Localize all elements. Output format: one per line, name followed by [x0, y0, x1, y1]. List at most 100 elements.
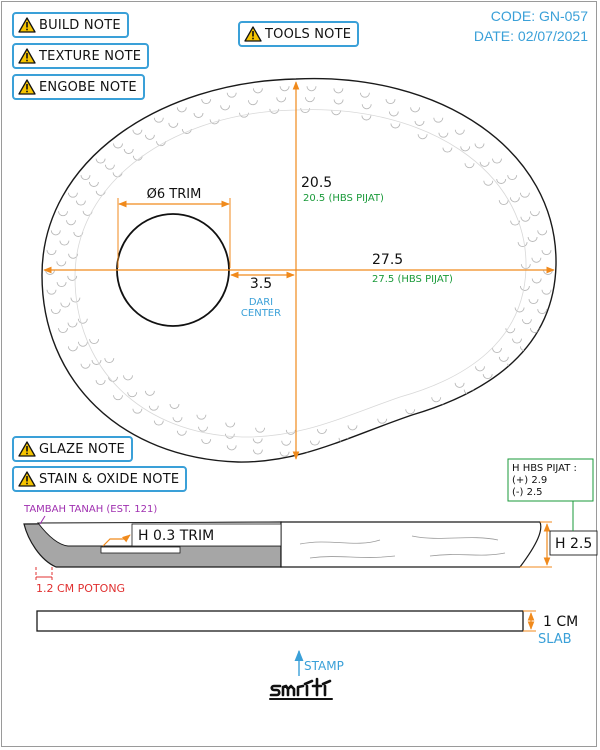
texture-dimple	[309, 440, 320, 446]
texture-dimple	[417, 134, 428, 140]
texture-dimple	[252, 449, 263, 455]
texture-dimple	[132, 408, 143, 414]
slab-thickness-label: 1 CM	[543, 614, 578, 630]
texture-dimple	[108, 376, 118, 382]
trim-leader	[102, 534, 131, 547]
texture-dimple	[385, 99, 396, 105]
texture-dimple	[531, 278, 542, 284]
texture-dimple	[366, 432, 377, 438]
build-note-button[interactable]: BUILD NOTE	[12, 12, 129, 38]
offset-note-line-1: DARI	[249, 297, 273, 308]
texture-dimple	[220, 105, 231, 111]
texture-dimple	[113, 395, 123, 401]
texture-dimple	[482, 374, 493, 380]
texture-note-label: TEXTURE NOTE	[39, 48, 142, 64]
texture-dimple	[77, 318, 88, 324]
texture-dimple	[46, 289, 57, 295]
texture-dimple	[454, 408, 465, 414]
height-hbs-label: 20.5 (HBS PIJAT)	[303, 193, 384, 204]
texture-dimple	[77, 341, 88, 347]
stain-oxide-note-label: STAIN & OXIDE NOTE	[39, 471, 180, 487]
texture-dimple	[414, 120, 425, 126]
texture-dimple	[483, 180, 494, 186]
texture-dimple	[361, 115, 372, 121]
texture-dimple	[510, 220, 521, 226]
texture-dimple	[405, 409, 416, 415]
engobe-note-button[interactable]: ENGOBE NOTE	[12, 74, 145, 100]
texture-dimple	[148, 405, 159, 411]
texture-dimple	[46, 250, 57, 256]
texture-dimple	[498, 356, 509, 362]
stamp-group: STAMP	[269, 649, 344, 700]
texture-dimple	[519, 192, 530, 198]
texture-dimple	[252, 438, 263, 444]
width-dimension-label: 27.5	[372, 252, 403, 268]
texture-dimple	[475, 366, 485, 372]
width-hbs-label: 27.5 (HBS PIJAT)	[372, 274, 453, 285]
texture-dimple	[58, 211, 68, 217]
texture-dimple	[505, 328, 516, 334]
texture-dimple	[521, 319, 532, 325]
texture-inner-boundary	[74, 109, 527, 438]
texture-dimple	[385, 439, 396, 445]
glaze-note-button[interactable]: GLAZE NOTE	[12, 436, 133, 462]
texture-dimple	[388, 111, 399, 117]
texture-dimple	[225, 422, 236, 428]
texture-dimple	[393, 425, 404, 431]
texture-dimple	[519, 285, 530, 291]
build-note-label: BUILD NOTE	[39, 17, 121, 33]
tambah-tanah-label: TAMBAH TANAH (EST. 121)	[23, 504, 157, 515]
texture-dimple	[514, 307, 525, 313]
texture-dimple	[333, 88, 344, 94]
height-dimension-label: 20.5	[301, 175, 332, 191]
texture-dimple	[529, 211, 540, 217]
texture-dimple	[67, 275, 78, 281]
texture-dimple	[479, 161, 490, 167]
texture-dimple	[541, 289, 552, 295]
texture-dimple	[537, 230, 548, 236]
texture-dimple	[172, 417, 183, 423]
texture-dimple	[281, 440, 292, 446]
texture-dimple	[507, 175, 518, 181]
texture-dimple	[255, 427, 266, 433]
texture-dimple	[59, 240, 70, 246]
texture-dimple	[377, 418, 388, 424]
texture-dimple	[512, 338, 522, 344]
texture-dimple	[168, 122, 179, 128]
texture-dimple	[347, 425, 358, 431]
hole-label: Ø6 TRIM	[147, 187, 202, 202]
texture-dimple	[239, 112, 249, 118]
texture-dimple	[80, 363, 91, 369]
warning-icon	[18, 79, 36, 95]
texture-note-button[interactable]: TEXTURE NOTE	[12, 43, 150, 69]
stamp-label: STAMP	[304, 659, 344, 673]
texture-dimple	[333, 449, 344, 455]
texture-dimple	[492, 380, 502, 386]
texture-dimple	[58, 328, 68, 334]
texture-dimple	[520, 216, 531, 222]
texture-dimple	[144, 134, 155, 140]
section-view: TAMBAH TANAH (EST. 121) H 0.3 TRIM 1.2 C…	[23, 458, 598, 595]
texture-dimple	[269, 108, 280, 114]
texture-dimple	[75, 200, 86, 206]
texture-dimple	[144, 390, 155, 396]
tools-note-button[interactable]: TOOLS NOTE	[238, 21, 360, 47]
texture-dimple	[196, 414, 207, 420]
texture-dimple	[438, 132, 449, 138]
height-label-box	[549, 530, 598, 556]
texture-dimple	[201, 439, 212, 445]
texture-dimple	[91, 359, 102, 365]
texture-dimple	[410, 107, 421, 113]
stain-oxide-note-button[interactable]: STAIN & OXIDE NOTE	[12, 466, 188, 492]
texture-dimple	[153, 420, 164, 426]
texture-dimple	[361, 104, 372, 110]
slab-view: 1 CM SLAB	[36, 610, 578, 647]
hammered-texture	[45, 86, 553, 457]
potong-label: 1.2 CM POTONG	[36, 582, 125, 595]
texture-dimple	[531, 257, 542, 263]
trim-label: H 0.3 TRIM	[138, 528, 214, 544]
trim-label-box	[131, 523, 282, 547]
texture-dimple	[176, 430, 187, 436]
texture-dimple	[153, 117, 164, 123]
